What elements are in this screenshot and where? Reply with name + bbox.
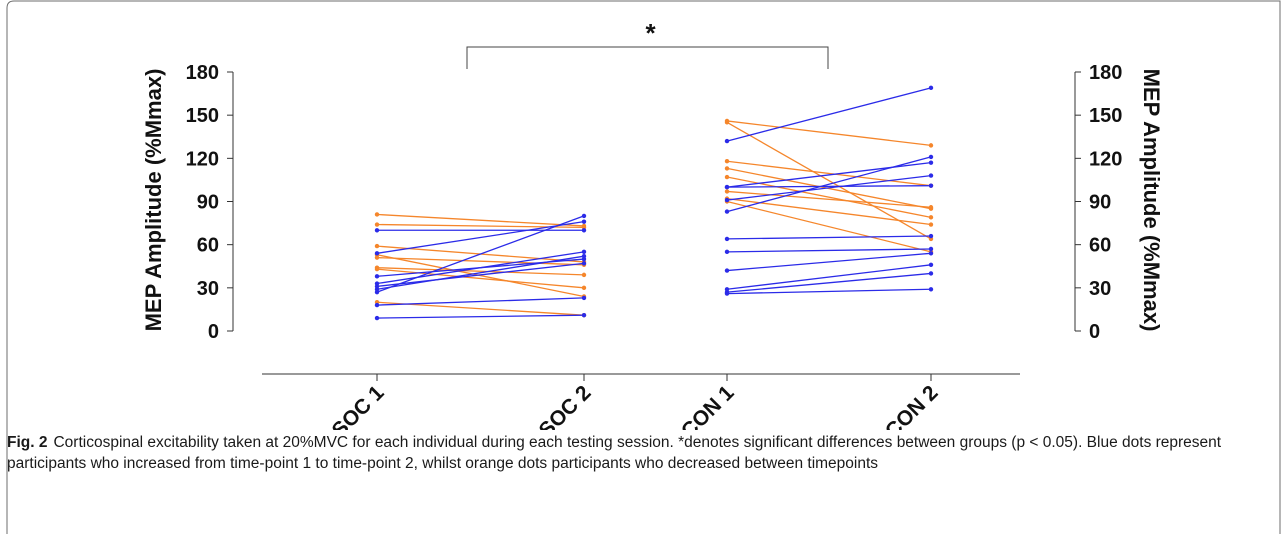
x-tick-label: CON 1 [677, 381, 739, 430]
participant-line [727, 249, 931, 252]
data-point [582, 286, 586, 290]
caption-text: Corticospinal excitability taken at 20%M… [7, 434, 1221, 472]
data-point [375, 274, 379, 278]
data-point [929, 287, 933, 291]
data-point [375, 255, 379, 259]
data-point [725, 189, 729, 193]
data-point [929, 234, 933, 238]
data-point [725, 268, 729, 272]
right-y-tick-label: 90 [1089, 192, 1111, 214]
data-point [582, 219, 586, 223]
data-point [582, 261, 586, 265]
data-point [929, 205, 933, 209]
data-point [929, 263, 933, 267]
participant-line [727, 186, 931, 187]
left-y-tick-label: 30 [197, 278, 219, 300]
data-point [375, 316, 379, 320]
participant-line [377, 263, 584, 286]
data-point [725, 159, 729, 163]
data-point [929, 271, 933, 275]
data-point [375, 281, 379, 285]
chart: 0 0 30 30 60 60 90 90 120 120 150 150 180 180 MEP Ampl… [0, 0, 1287, 430]
data-point [929, 215, 933, 219]
data-point [582, 296, 586, 300]
figure-caption: Fig. 2 Corticospinal excitability taken a… [7, 432, 1279, 474]
left-y-tick-label: 90 [197, 192, 219, 214]
data-point [582, 228, 586, 232]
series-lines [377, 88, 931, 318]
left-y-tick-label: 180 [186, 62, 219, 84]
data-point [725, 175, 729, 179]
figure-label: Fig. 2 [7, 434, 47, 451]
significance-label: * [645, 18, 656, 48]
axis-labels: 0 0 30 30 60 60 90 90 120 120 150 150 180 180 MEP Ampl… [141, 18, 1164, 430]
right-y-tick-label: 120 [1089, 148, 1122, 170]
participant-line [727, 191, 931, 207]
right-y-axis-title: MEP Amplitude (%Mmax) [1139, 69, 1164, 332]
data-point [725, 291, 729, 295]
data-point [582, 257, 586, 261]
data-point [929, 155, 933, 159]
left-y-tick-label: 0 [208, 321, 219, 343]
left-y-tick-label: 150 [186, 105, 219, 127]
left-y-tick-label: 120 [186, 148, 219, 170]
participant-line [727, 202, 931, 252]
data-point [375, 244, 379, 248]
x-tick-label: SOC 1 [328, 381, 389, 430]
data-point [582, 313, 586, 317]
right-y-tick-label: 60 [1089, 235, 1111, 257]
data-point [375, 222, 379, 226]
right-y-tick-label: 30 [1089, 278, 1111, 300]
data-point [929, 251, 933, 255]
data-point [929, 247, 933, 251]
data-point [582, 273, 586, 277]
data-point [929, 173, 933, 177]
data-point [582, 214, 586, 218]
participant-line [727, 122, 931, 239]
axes [227, 47, 1081, 381]
right-y-tick-label: 150 [1089, 105, 1122, 127]
data-point [582, 250, 586, 254]
data-point [375, 267, 379, 271]
x-tick-label: CON 2 [881, 381, 943, 430]
data-point [375, 228, 379, 232]
data-point [725, 166, 729, 170]
data-point [929, 183, 933, 187]
data-point [725, 198, 729, 202]
right-y-tick-label: 180 [1089, 62, 1122, 84]
participant-line [377, 315, 584, 318]
data-point [725, 120, 729, 124]
data-point [725, 237, 729, 241]
data-point [725, 209, 729, 213]
data-point [725, 185, 729, 189]
participant-line [727, 236, 931, 239]
data-point [375, 212, 379, 216]
data-point [375, 303, 379, 307]
data-point [929, 143, 933, 147]
data-point [929, 86, 933, 90]
participant-line [377, 214, 584, 226]
participant-line [727, 176, 931, 200]
data-point [725, 250, 729, 254]
participant-line [377, 298, 584, 305]
left-y-tick-label: 60 [197, 235, 219, 257]
series-points [375, 86, 933, 321]
data-point [725, 139, 729, 143]
participant-line [377, 216, 584, 292]
right-y-tick-label: 0 [1089, 321, 1100, 343]
data-point [375, 251, 379, 255]
data-point [929, 222, 933, 226]
significance-bracket [467, 47, 828, 69]
left-y-axis-title: MEP Amplitude (%Mmax) [141, 69, 166, 332]
data-point [929, 160, 933, 164]
x-tick-label: SOC 2 [535, 381, 596, 430]
